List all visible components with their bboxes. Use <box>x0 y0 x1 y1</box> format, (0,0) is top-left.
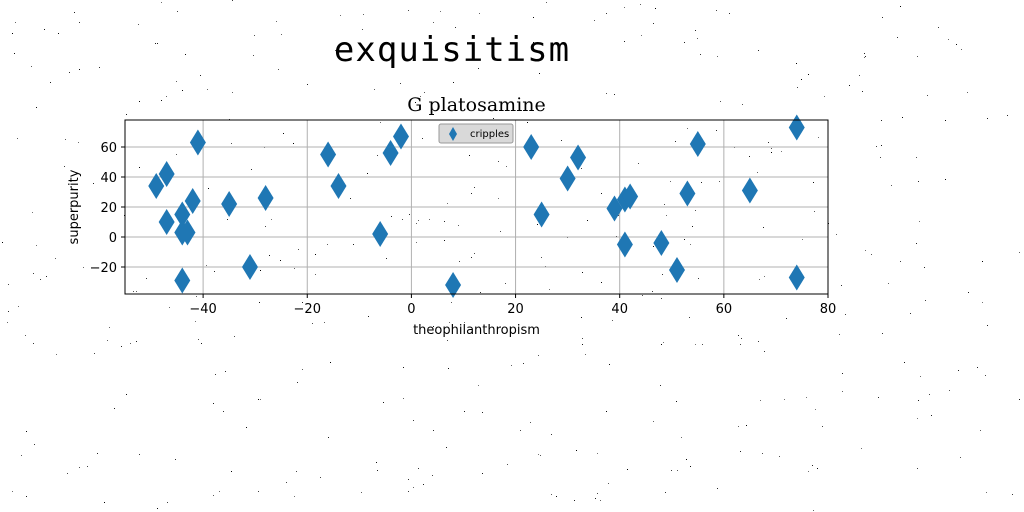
data-point <box>158 209 175 235</box>
data-point <box>221 191 238 217</box>
data-point <box>689 131 706 157</box>
data-point <box>668 257 685 283</box>
data-point <box>559 165 576 192</box>
data-point <box>788 264 805 291</box>
legend-box <box>438 123 514 144</box>
data-point <box>257 185 274 211</box>
data-point <box>570 144 587 171</box>
data-point <box>679 180 696 207</box>
page-heading: exquisitism <box>333 30 571 70</box>
legend-entry: cripples <box>470 129 509 140</box>
data-point <box>179 219 196 246</box>
x-tick-label: 40 <box>611 302 628 317</box>
data-point <box>523 134 540 160</box>
chart-legend: cripples <box>438 123 514 144</box>
legend-marker <box>449 127 457 141</box>
data-point <box>616 231 633 258</box>
x-tick-label: −40 <box>189 302 216 317</box>
chart-title: G platosamine <box>407 94 546 116</box>
x-tick-label: 80 <box>820 302 837 317</box>
data-point <box>788 114 805 141</box>
data-point <box>241 254 258 280</box>
data-point <box>382 140 399 166</box>
data-point <box>445 272 462 298</box>
x-axis-label: theophilanthropism <box>413 323 540 338</box>
y-tick-label: 40 <box>100 171 117 186</box>
y-tick-label: 20 <box>100 201 117 216</box>
data-point <box>174 267 191 294</box>
data-point <box>622 183 639 210</box>
x-tick-label: 20 <box>507 302 524 317</box>
data-point <box>184 188 201 214</box>
data-point <box>741 177 758 204</box>
y-tick-label: 60 <box>100 141 117 156</box>
axis-ticks: −40 −20 0 20 40 60 80 −20 0 20 40 60 <box>90 141 837 317</box>
x-tick-label: 60 <box>716 302 733 317</box>
data-point <box>392 123 409 150</box>
data-point <box>653 230 670 256</box>
data-point <box>158 161 175 187</box>
data-point <box>320 141 337 168</box>
x-tick-label: −20 <box>294 302 321 317</box>
data-point <box>148 173 165 199</box>
x-tick-label: 0 <box>407 302 415 317</box>
chart-grid <box>125 120 829 294</box>
data-point <box>174 201 191 228</box>
y-axis-label: superpurity <box>67 169 82 244</box>
y-tick-label: 0 <box>109 231 117 246</box>
data-point <box>533 201 550 228</box>
data-point <box>189 129 206 156</box>
plot-frame <box>124 119 829 295</box>
y-tick-label: −20 <box>90 261 117 276</box>
data-point <box>330 173 347 199</box>
chart-marks <box>148 114 805 298</box>
data-point <box>372 221 389 247</box>
